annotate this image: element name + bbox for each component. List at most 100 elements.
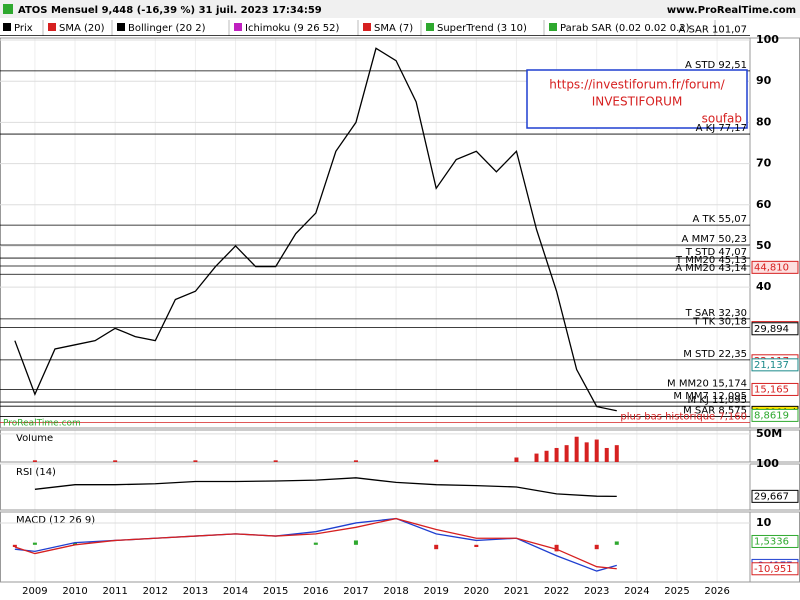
level-label: T MM20 45,13 (675, 255, 747, 266)
y-tick-label: 90 (756, 74, 772, 87)
volume-bar (514, 457, 519, 462)
annotation-box (526, 69, 748, 129)
volume-bar (434, 459, 439, 462)
level-label: M KJ 11,095 (688, 395, 747, 406)
panel-frame (0, 429, 800, 463)
histogram-bar (313, 542, 318, 545)
x-tick-label: 2010 (62, 586, 87, 597)
legend-swatch (234, 23, 242, 31)
legend-swatch (3, 23, 11, 31)
histogram-bar (32, 542, 37, 545)
panel-title: Volume (16, 433, 53, 444)
histogram-bar (594, 544, 599, 550)
level-label: plus bas historique 7,160 (620, 411, 747, 422)
price-box-label: 29,667 (754, 491, 789, 502)
volume-bar (614, 445, 619, 462)
x-tick-label: 2023 (584, 586, 609, 597)
annotation-text: INVESTIFORUM (592, 95, 683, 109)
x-tick-label: 2016 (303, 586, 328, 597)
price-box (751, 562, 799, 576)
x-tick-label: 2024 (624, 586, 649, 597)
volume-bar (574, 436, 579, 462)
panel-title: RSI (14) (16, 467, 56, 478)
series-line (14, 517, 617, 570)
level-label: T TK 30,18 (692, 317, 747, 328)
volume-bar (554, 447, 559, 462)
price-box-label: -10,951 (754, 564, 793, 575)
level-label: M STD 22,35 (683, 349, 747, 360)
level-label: M SAR 8,575 (683, 406, 747, 417)
price-box (751, 489, 799, 503)
legend-swatch (117, 23, 125, 31)
panel-title: MACD (12 26 9) (16, 515, 95, 526)
histogram-bar (12, 544, 17, 547)
histogram-bar (554, 544, 559, 552)
y-tick-label: 80 (756, 115, 772, 128)
header-bar (0, 0, 800, 18)
x-tick-label: 2012 (143, 586, 168, 597)
x-tick-label: 2014 (223, 586, 248, 597)
x-tick-label: 2011 (102, 586, 127, 597)
legend-label: SuperTrend (3 10) (437, 23, 527, 34)
panel-frame (0, 463, 800, 511)
volume-bar (544, 450, 549, 462)
price-box-label: 15,165 (754, 384, 789, 395)
x-tick-label: 2015 (263, 586, 288, 597)
legend-label: SMA (20) (59, 23, 105, 34)
histogram-bar (614, 541, 619, 545)
series-line (34, 477, 617, 498)
level-label: A KJ 77,17 (696, 123, 747, 134)
header-site: www.ProRealTime.com (667, 5, 796, 16)
volume-bar (193, 460, 198, 462)
x-tick-label: 2019 (423, 586, 448, 597)
watermark: ProRealTime.com (3, 419, 81, 429)
volume-bar (273, 460, 278, 462)
y-tick-label: 50 (756, 239, 772, 252)
y-tick-label: 60 (756, 198, 772, 211)
legend-label: Parab SAR (0.02 0.02 0.2) (560, 23, 690, 34)
x-tick-label: 2026 (704, 586, 729, 597)
legend-label: Bollinger (20 2) (128, 23, 206, 34)
price-box (751, 358, 799, 372)
level-label: T STD 47,07 (685, 247, 747, 258)
y-tick-label: 40 (756, 280, 772, 293)
price-box-label: 1,5336 (754, 536, 789, 547)
price-box (751, 382, 799, 396)
legend-label: Ichimoku (9 26 52) (245, 23, 339, 34)
volume-bar (353, 460, 358, 462)
price-box (751, 408, 799, 422)
histogram-bar (434, 544, 439, 550)
price-box-label: 44,810 (754, 262, 789, 273)
volume-bar (564, 445, 569, 462)
y-tick-label: 10 (756, 516, 772, 529)
volume-bar (113, 460, 118, 462)
price-box-label: 29,894 (754, 324, 789, 335)
volume-bar (584, 442, 589, 462)
level-label: T SAR 32,30 (685, 308, 747, 319)
x-tick-label: 2018 (383, 586, 408, 597)
x-tick-label: 2022 (544, 586, 569, 597)
series-line (14, 47, 617, 412)
volume-bar (604, 447, 609, 462)
histogram-bar (353, 540, 358, 545)
price-box (751, 322, 799, 336)
y-tick-label: 70 (756, 157, 772, 170)
price-box (751, 260, 799, 274)
level-label: M MM7 12,095 (673, 391, 747, 402)
legend-label: SMA (7) (374, 23, 413, 34)
legend-swatch (426, 23, 434, 31)
price-box-label: 8,8619 (754, 410, 789, 421)
y-tick-label: 100 (756, 33, 779, 46)
x-tick-label: 2021 (504, 586, 529, 597)
volume-bar (594, 439, 599, 462)
y-tick-label: 100 (756, 457, 779, 470)
level-label: A TK 55,07 (693, 214, 748, 225)
x-tick-label: 2017 (343, 586, 368, 597)
volume-bar (32, 460, 37, 462)
histogram-bar (73, 542, 78, 545)
price-box-label: 21,137 (754, 360, 789, 371)
price-box (751, 534, 799, 548)
header-title: ATOS Mensuel 9,448 (-16,39 %) 31 juil. 2… (18, 5, 322, 16)
y-tick-label: 50M (756, 427, 782, 440)
